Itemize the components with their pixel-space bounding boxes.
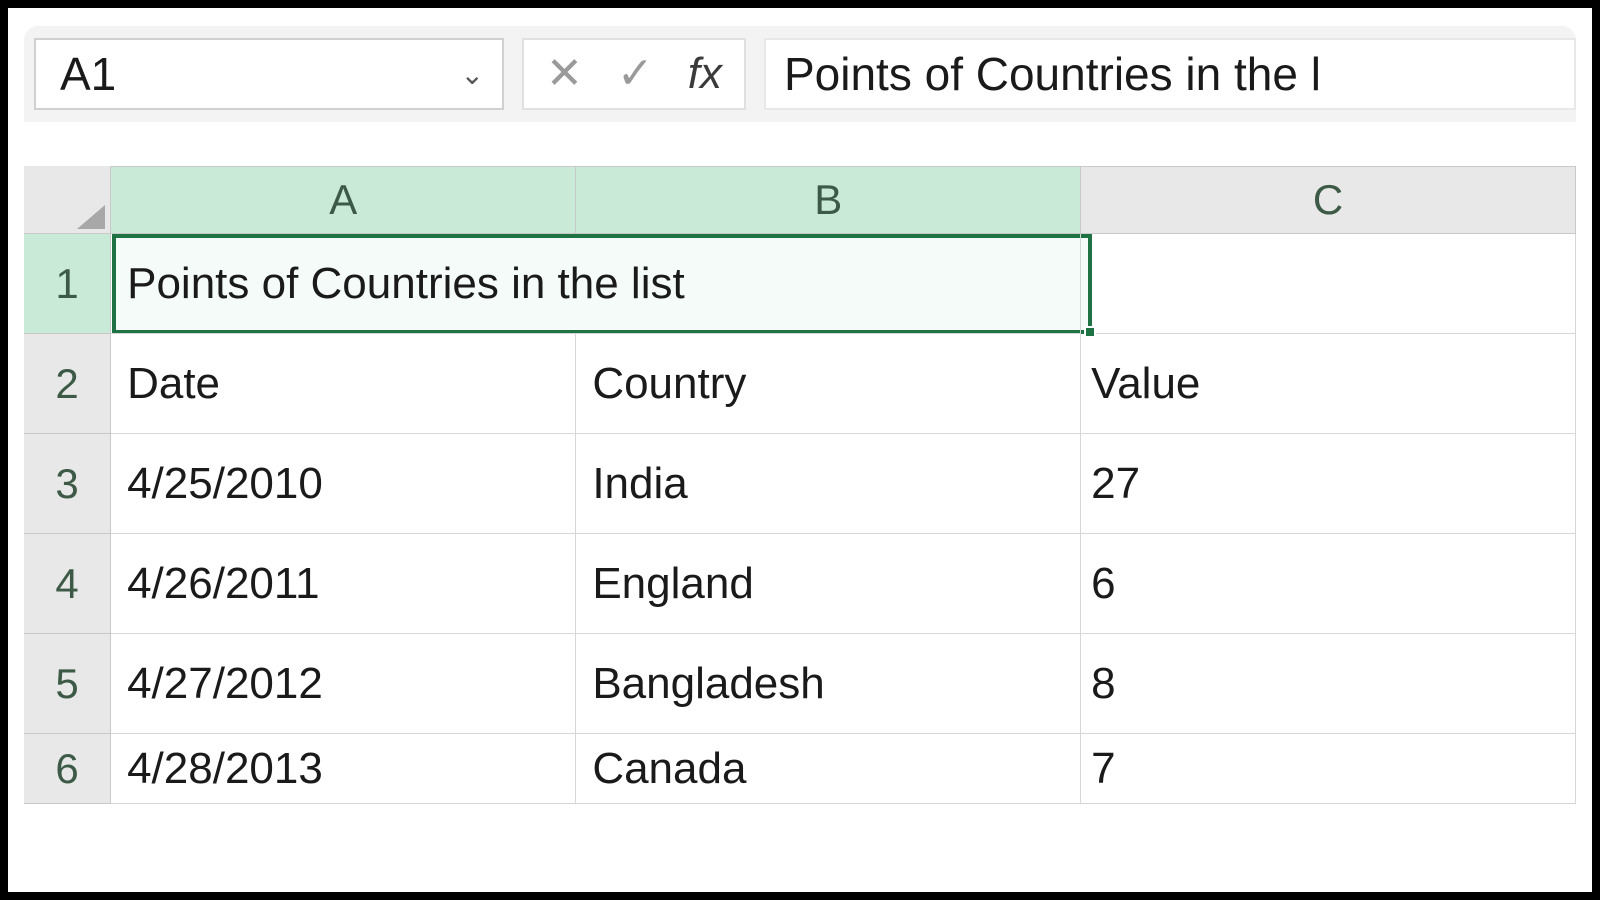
row-header-3[interactable]: 3	[24, 434, 111, 534]
formula-text: Points of Countries in the l	[784, 47, 1321, 101]
row-header-2[interactable]: 2	[24, 334, 111, 434]
cell-B6[interactable]: Canada	[576, 734, 1081, 804]
name-box[interactable]: A1 ⌄	[34, 38, 504, 110]
row-header-4[interactable]: 4	[24, 534, 111, 634]
row-header-6-label: 6	[55, 745, 78, 793]
cell-B5[interactable]: Bangladesh	[576, 634, 1081, 734]
row-header-6[interactable]: 6	[24, 734, 111, 804]
row-header-5-label: 5	[55, 660, 78, 708]
cell-C2[interactable]: Value	[1081, 334, 1576, 434]
name-box-dropdown-icon[interactable]: ⌄	[461, 58, 484, 91]
cell-C2-text: Value	[1091, 359, 1200, 409]
select-all-corner[interactable]	[24, 166, 111, 234]
cell-B4-text: England	[592, 559, 753, 609]
cell-A5[interactable]: 4/27/2012	[111, 634, 576, 734]
cell-A3-text: 4/25/2010	[127, 459, 323, 509]
col-header-B-label: B	[814, 176, 842, 224]
cell-C6-text: 7	[1091, 744, 1115, 794]
cell-A1[interactable]: Points of Countries in the list	[111, 234, 1081, 334]
formula-bar: A1 ⌄ ✕ ✓ fx Points of Countries in the l	[24, 26, 1576, 122]
cell-C4-text: 6	[1091, 559, 1115, 609]
col-header-C-label: C	[1313, 176, 1343, 224]
col-header-A-label: A	[329, 176, 357, 224]
cell-B5-text: Bangladesh	[592, 659, 824, 709]
cell-C3[interactable]: 27	[1081, 434, 1576, 534]
confirm-icon[interactable]: ✓	[617, 52, 654, 96]
row-header-1-label: 1	[55, 260, 78, 308]
formula-input[interactable]: Points of Countries in the l	[764, 38, 1576, 110]
cell-B3-text: India	[592, 459, 687, 509]
cell-C6[interactable]: 7	[1081, 734, 1576, 804]
cell-B3[interactable]: India	[576, 434, 1081, 534]
app-frame: A1 ⌄ ✕ ✓ fx Points of Countries in the l…	[0, 0, 1600, 900]
fx-label: fx	[688, 49, 722, 98]
cell-A4[interactable]: 4/26/2011	[111, 534, 576, 634]
fx-icon[interactable]: fx	[688, 49, 722, 99]
cell-C1[interactable]	[1081, 234, 1576, 334]
row-5: 5 4/27/2012 Bangladesh 8	[24, 634, 1576, 734]
col-header-A[interactable]: A	[111, 166, 576, 234]
cell-C5-text: 8	[1091, 659, 1115, 709]
row-header-5[interactable]: 5	[24, 634, 111, 734]
column-headers: A B C	[24, 166, 1576, 234]
col-header-B[interactable]: B	[576, 166, 1081, 234]
spreadsheet-grid: A B C 1 Points of Countries in the list …	[24, 166, 1576, 804]
cell-B4[interactable]: England	[576, 534, 1081, 634]
cell-B6-text: Canada	[592, 744, 746, 794]
row-3: 3 4/25/2010 India 27	[24, 434, 1576, 534]
cell-A1-text: Points of Countries in the list	[127, 259, 685, 309]
cell-A6[interactable]: 4/28/2013	[111, 734, 576, 804]
formula-buttons: ✕ ✓ fx	[522, 38, 746, 110]
cell-A4-text: 4/26/2011	[127, 559, 319, 609]
cell-C3-text: 27	[1091, 459, 1140, 509]
cell-A2[interactable]: Date	[111, 334, 576, 434]
name-box-value: A1	[60, 47, 116, 101]
row-header-1[interactable]: 1	[24, 234, 111, 334]
cell-A2-text: Date	[127, 359, 220, 409]
col-header-C[interactable]: C	[1081, 166, 1576, 234]
cell-B2-text: Country	[592, 359, 746, 409]
row-1: 1 Points of Countries in the list	[24, 234, 1576, 334]
cell-C4[interactable]: 6	[1081, 534, 1576, 634]
cancel-icon[interactable]: ✕	[546, 52, 583, 96]
row-2: 2 Date Country Value	[24, 334, 1576, 434]
cell-B2[interactable]: Country	[576, 334, 1081, 434]
row-header-3-label: 3	[55, 460, 78, 508]
cell-A3[interactable]: 4/25/2010	[111, 434, 576, 534]
cell-A5-text: 4/27/2012	[127, 659, 323, 709]
cell-C5[interactable]: 8	[1081, 634, 1576, 734]
cell-A6-text: 4/28/2013	[127, 744, 323, 794]
row-header-4-label: 4	[55, 560, 78, 608]
row-header-2-label: 2	[55, 360, 78, 408]
row-4: 4 4/26/2011 England 6	[24, 534, 1576, 634]
selection-fill-handle[interactable]	[1084, 326, 1096, 338]
row-6-partial: 6 4/28/2013 Canada 7	[24, 734, 1576, 804]
